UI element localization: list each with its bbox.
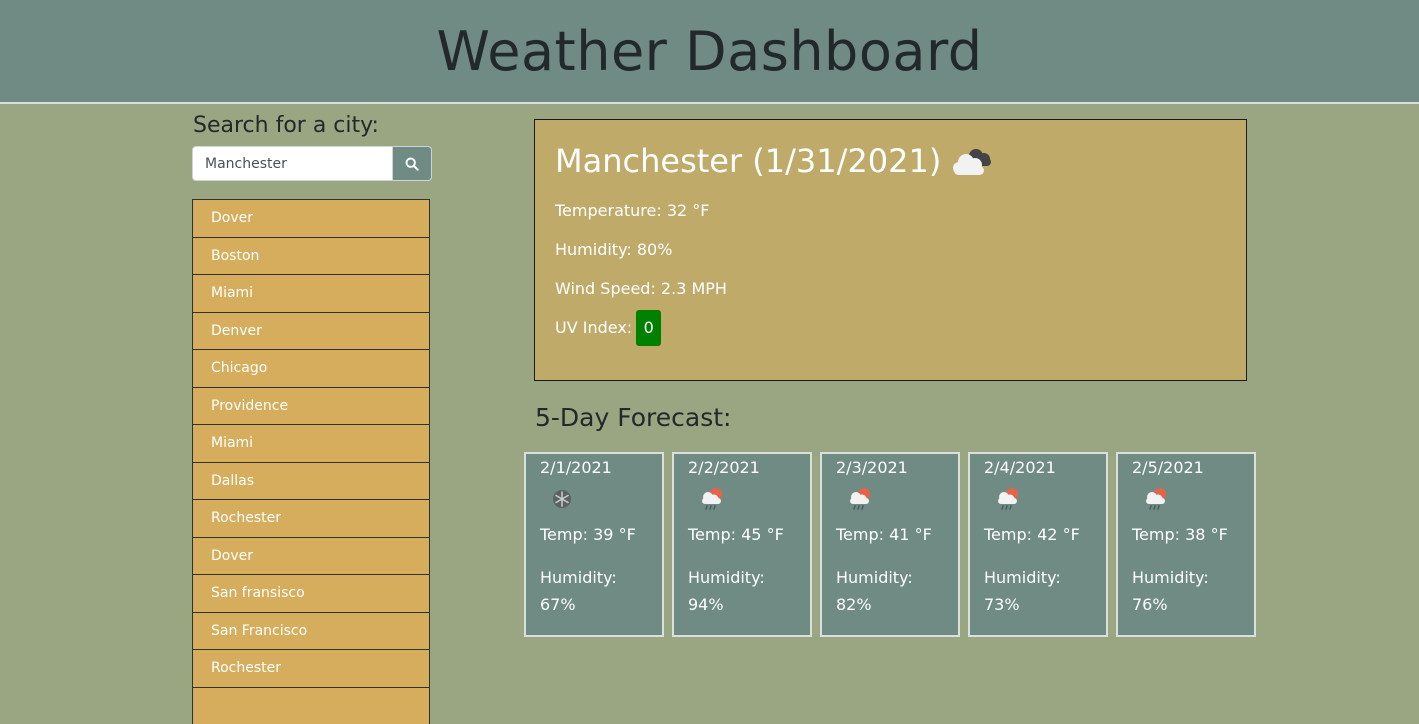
forecast-humidity-label: Humidity: — [984, 564, 1092, 591]
uv-index-badge: 0 — [636, 310, 661, 346]
current-temperature: Temperature: 32 °F — [555, 200, 1226, 221]
forecast-humidity: 94% — [688, 591, 796, 618]
cloudy-icon — [951, 144, 995, 178]
forecast-humidity-label: Humidity: — [540, 564, 648, 591]
history-item[interactable]: Miami — [192, 274, 430, 312]
current-humidity: Humidity: 80% — [555, 239, 1226, 260]
rain-sun-icon — [994, 485, 1022, 513]
forecast-temp: Temp: 38 °F — [1132, 525, 1240, 544]
history-item[interactable]: Boston — [192, 237, 430, 275]
search-history-list: Dover Boston Miami Denver Chicago Provid… — [192, 199, 430, 724]
history-item[interactable]: San Francisco — [192, 612, 430, 650]
forecast-date: 2/1/2021 — [540, 458, 648, 477]
rain-sun-icon — [698, 485, 726, 513]
history-item[interactable]: Miami — [192, 424, 430, 462]
forecast-card: 2/4/2021 Temp: 42 °F Humidity: 73% — [968, 452, 1108, 637]
forecast-humidity-label: Humidity: — [836, 564, 944, 591]
history-item[interactable]: Dallas — [192, 462, 430, 500]
snow-icon — [550, 487, 574, 511]
forecast-humidity: 76% — [1132, 591, 1240, 618]
forecast-date: 2/5/2021 — [1132, 458, 1240, 477]
history-item[interactable]: Rochester — [192, 649, 430, 687]
forecast-humidity: 67% — [540, 591, 648, 618]
history-item[interactable]: Denver — [192, 312, 430, 350]
forecast-card: 2/5/2021 Temp: 38 °F Humidity: 76% — [1116, 452, 1256, 637]
history-item[interactable]: Providence — [192, 387, 430, 425]
forecast-humidity: 73% — [984, 591, 1092, 618]
history-item[interactable]: Rochester — [192, 499, 430, 537]
forecast-temp: Temp: 41 °F — [836, 525, 944, 544]
search-button[interactable] — [393, 146, 432, 181]
rain-sun-icon — [1142, 485, 1170, 513]
forecast-card: 2/2/2021 Temp: 45 °F Humidity: 94% — [672, 452, 812, 637]
forecast-date: 2/2/2021 — [688, 458, 796, 477]
forecast-date: 2/4/2021 — [984, 458, 1092, 477]
current-wind-speed: Wind Speed: 2.3 MPH — [555, 278, 1226, 299]
current-heading: Manchester (1/31/2021) — [555, 142, 1226, 180]
current-weather-card: Manchester (1/31/2021) Temperature: 32 °… — [534, 119, 1247, 381]
history-item[interactable] — [192, 687, 430, 724]
history-item[interactable]: Dover — [192, 199, 430, 237]
forecast-date: 2/3/2021 — [836, 458, 944, 477]
forecast-humidity-label: Humidity: — [688, 564, 796, 591]
forecast-humidity-label: Humidity: — [1132, 564, 1240, 591]
search-label: Search for a city: — [193, 113, 379, 138]
rain-sun-icon — [846, 485, 874, 513]
uv-label: UV Index: — [555, 318, 632, 337]
history-item[interactable]: Chicago — [192, 349, 430, 387]
forecast-card: 2/1/2021 Temp: 39 °F Humidity: 67% — [524, 452, 664, 637]
city-search-input[interactable] — [192, 146, 393, 181]
forecast-humidity: 82% — [836, 591, 944, 618]
forecast-title: 5-Day Forecast: — [535, 403, 731, 432]
history-item[interactable]: San fransisco — [192, 574, 430, 612]
search-icon — [405, 157, 419, 171]
page-title: Weather Dashboard — [437, 20, 983, 83]
search-form — [192, 146, 432, 181]
forecast-row: 2/1/2021 Temp: 39 °F Humidity: 67% 2/2/2… — [524, 452, 1264, 637]
current-city-date: Manchester (1/31/2021) — [555, 142, 941, 180]
current-uv-row: UV Index: 0 — [555, 317, 1226, 338]
forecast-temp: Temp: 45 °F — [688, 525, 796, 544]
forecast-card: 2/3/2021 Temp: 41 °F Humidity: 82% — [820, 452, 960, 637]
page-header: Weather Dashboard — [0, 0, 1419, 104]
forecast-temp: Temp: 39 °F — [540, 525, 648, 544]
history-item[interactable]: Dover — [192, 537, 430, 575]
forecast-temp: Temp: 42 °F — [984, 525, 1092, 544]
